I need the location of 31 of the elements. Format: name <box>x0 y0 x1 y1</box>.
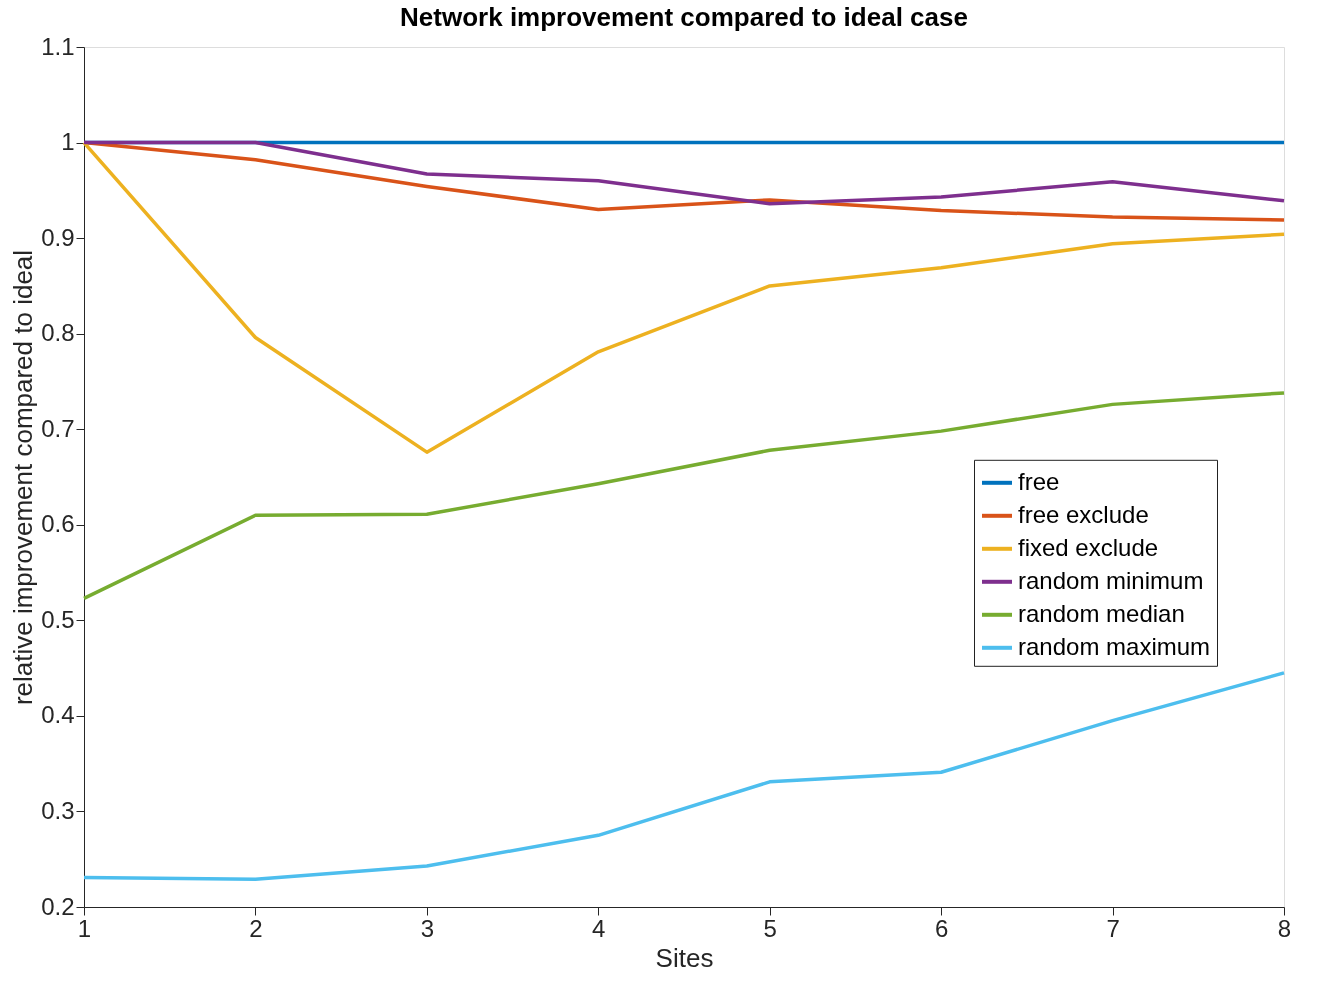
legend-label: free <box>1018 467 1060 495</box>
line-series <box>82 140 1286 454</box>
y-tick-label: 0.3 <box>41 796 75 824</box>
x-tick-label: 2 <box>249 914 263 942</box>
line-series <box>82 391 1286 601</box>
line-series <box>82 671 1286 882</box>
x-tick-label: 5 <box>763 914 777 942</box>
legend-label: free exclude <box>1018 500 1149 528</box>
legend-label: random maximum <box>1018 632 1211 660</box>
legend-label: fixed exclude <box>1018 533 1159 561</box>
x-tick-label: 4 <box>592 914 606 942</box>
line-series <box>82 140 1286 206</box>
x-axis-title: Sites <box>655 942 714 973</box>
x-tick-label: 3 <box>420 914 435 942</box>
y-tick-label: 0.8 <box>41 319 75 347</box>
chart-title: Network improvement compared to ideal case <box>400 2 968 32</box>
legend-label: random median <box>1018 599 1185 627</box>
x-tick-label: 1 <box>77 914 92 942</box>
y-tick-label: 1.1 <box>41 32 75 60</box>
x-tick-label: 8 <box>1277 914 1292 942</box>
y-tick-label: 0.7 <box>41 414 75 442</box>
y-axis-title: relative improvement compared to ideal <box>8 249 39 706</box>
x-tick-label: 7 <box>1106 914 1120 942</box>
y-tick-label: 0.6 <box>41 510 75 538</box>
y-tick-label: 1 <box>61 128 75 156</box>
y-tick-label: 0.5 <box>41 605 75 633</box>
y-tick-label: 0.9 <box>41 223 75 251</box>
x-tick-label: 6 <box>934 914 949 942</box>
legend-label: random minimum <box>1018 566 1204 594</box>
y-tick-label: 0.4 <box>41 701 75 729</box>
y-tick-label: 0.2 <box>41 892 75 920</box>
